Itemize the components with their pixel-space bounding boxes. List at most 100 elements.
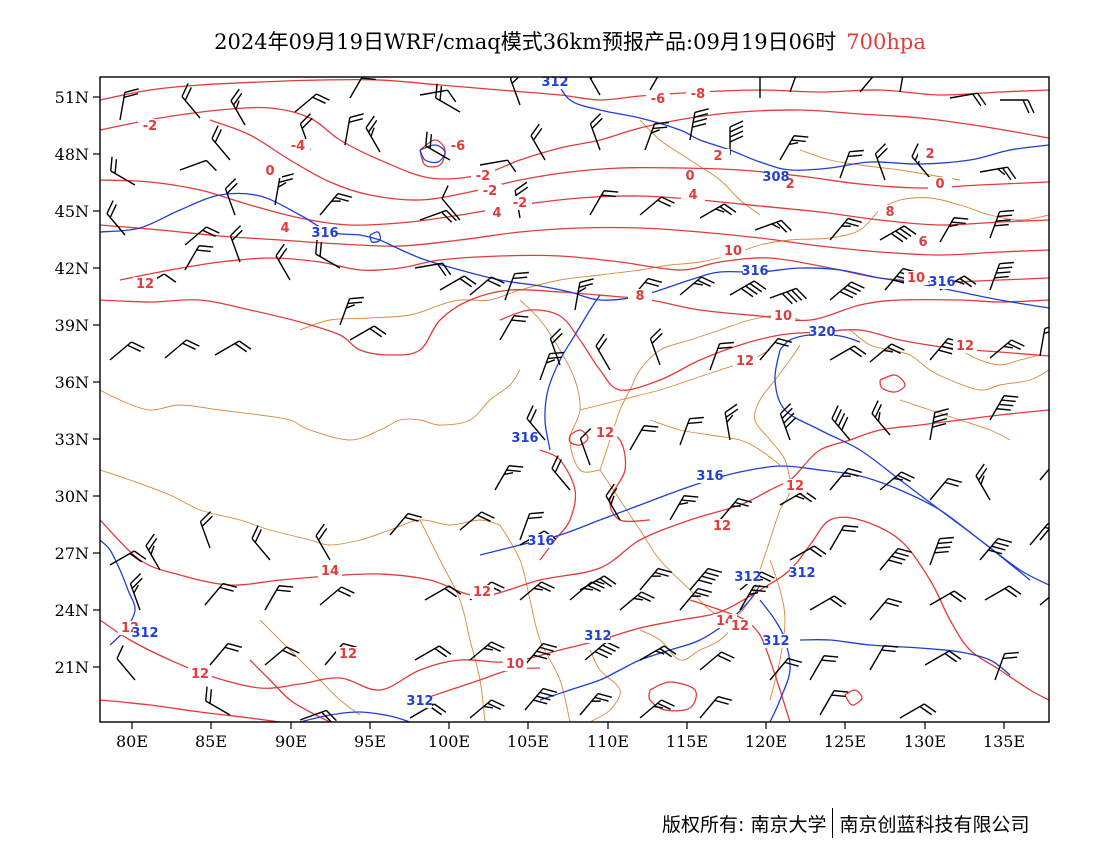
- temperature-label-bg: [478, 184, 502, 198]
- wind-barb: [739, 585, 769, 611]
- lat-tick-label: 33N: [55, 430, 89, 449]
- temperature-label: 4: [688, 188, 697, 203]
- geopotential-contour: [539, 584, 761, 701]
- wind-barb: [979, 537, 1012, 561]
- wind-barb: [994, 651, 1019, 681]
- temperature-label-bg: [446, 139, 470, 153]
- geopotential-label-bg: [743, 264, 767, 278]
- geopotential-label: 316: [511, 431, 538, 446]
- temperature-label: 0: [265, 164, 274, 179]
- temperature-labels: -6-8-6-4-2-20-20-22024244861081010121212…: [118, 87, 977, 682]
- wind-barb: [494, 465, 524, 491]
- lon-tick-label: 110E: [587, 732, 629, 751]
- wind-barb: [679, 416, 704, 446]
- wind-barb: [549, 328, 563, 366]
- temperature-label: 12: [473, 585, 491, 600]
- temperature-contour: [879, 374, 906, 393]
- wind-barb: [524, 642, 557, 666]
- temperature-label: 12: [956, 339, 974, 354]
- temperature-label-bg: [878, 205, 902, 219]
- boundary-line: [639, 119, 761, 216]
- temperature-contour: [419, 667, 541, 701]
- wind-barb: [649, 77, 665, 91]
- geopotential-label: 312: [541, 75, 568, 90]
- temperature-label-bg: [188, 667, 212, 681]
- lat-tick-label: 27N: [55, 544, 89, 563]
- copyright-text: 版权所有: 南京大学: [662, 813, 827, 836]
- temperature-label-bg: [904, 271, 928, 285]
- lat-tick-label: 30N: [55, 487, 89, 506]
- wind-barb: [469, 641, 505, 661]
- temperature-label-bg: [706, 149, 730, 163]
- wind-barb: [829, 281, 865, 301]
- wind-barb: [315, 523, 331, 561]
- boundary-line: [599, 344, 801, 621]
- footer: 版权所有: 南京大学 南京创蓝科技有限公司: [662, 808, 1029, 838]
- boundary-line: [649, 419, 781, 466]
- wind-barb: [639, 567, 672, 591]
- wind-barb: [689, 108, 709, 141]
- temperature-contour: [100, 288, 1049, 356]
- wind-barb: [459, 511, 495, 531]
- temperature-label: 10: [506, 657, 524, 672]
- wind-barb: [869, 343, 905, 363]
- temperature-label: 10: [774, 309, 792, 324]
- wind-barb: [319, 192, 352, 216]
- wind-barb: [205, 686, 231, 716]
- wind-barb: [719, 497, 752, 521]
- geopotential-label-bg: [790, 566, 814, 580]
- lon-tick-label: 120E: [745, 732, 787, 751]
- temperature-label: 2: [785, 177, 794, 192]
- longitude-axis: 80E 85E 90E 95E 100E 105E 110E 115E 120E 125E 130E…: [116, 722, 1025, 751]
- geopotential-label: 316: [928, 275, 955, 290]
- wind-barb: [425, 131, 451, 161]
- geopotential-labels: 312 308 316 316 316 320 316 316 316 312 312 312 312 3…: [131, 75, 956, 709]
- temperature-label: -2: [483, 184, 497, 199]
- geopotential-label-bg: [736, 570, 760, 584]
- temperature-label-bg: [918, 147, 942, 161]
- temperature-label: -2: [143, 119, 157, 134]
- wind-barb: [859, 77, 879, 93]
- geopotential-contour: [759, 599, 791, 722]
- wind-barb: [649, 328, 663, 366]
- geopotential-label: 308: [762, 170, 789, 185]
- lat-tick-label: 24N: [55, 601, 89, 620]
- wind-barb: [769, 287, 807, 305]
- geopotential-contours: [100, 77, 1049, 722]
- wind-barb: [729, 120, 744, 155]
- wind-barb: [551, 455, 571, 491]
- wind-barb: [530, 123, 546, 161]
- wind-barb: [441, 185, 461, 221]
- wind-barb: [439, 275, 477, 291]
- wind-barb: [639, 699, 675, 719]
- wind-barb: [579, 428, 592, 466]
- boundary-line: [599, 314, 801, 471]
- lon-tick-label: 80E: [116, 732, 148, 751]
- wind-barb: [829, 525, 859, 551]
- temperature-label: 12: [136, 277, 154, 292]
- boundary-line: [959, 349, 1041, 366]
- lat-tick-label: 21N: [55, 658, 89, 677]
- temperature-label: 14: [321, 564, 339, 579]
- geopotential-contour: [369, 231, 381, 243]
- geopotential-label: 316: [696, 469, 723, 484]
- wind-barb: [479, 159, 517, 173]
- temperature-label-bg: [485, 206, 509, 220]
- boundary-line: [259, 619, 361, 716]
- lat-tick-label: 48N: [55, 145, 89, 164]
- wind-barb: [349, 77, 376, 99]
- temperature-label: 12: [736, 354, 754, 369]
- geopotential-contour: [554, 77, 1049, 171]
- wind-barb: [209, 642, 242, 666]
- company-text: 南京创蓝科技有限公司: [839, 813, 1030, 836]
- temperature-label: 12: [786, 479, 804, 494]
- wind-barb: [1029, 522, 1049, 546]
- temperature-contour: [844, 689, 863, 706]
- geopotential-label-bg: [764, 634, 788, 648]
- wind-barb: [224, 178, 238, 216]
- temperature-label: 0: [685, 169, 694, 184]
- temperature-label-bg: [503, 657, 527, 671]
- temperature-label: 10: [724, 244, 742, 259]
- temperature-label: 4: [280, 221, 289, 236]
- geopotential-label-bg: [408, 694, 432, 708]
